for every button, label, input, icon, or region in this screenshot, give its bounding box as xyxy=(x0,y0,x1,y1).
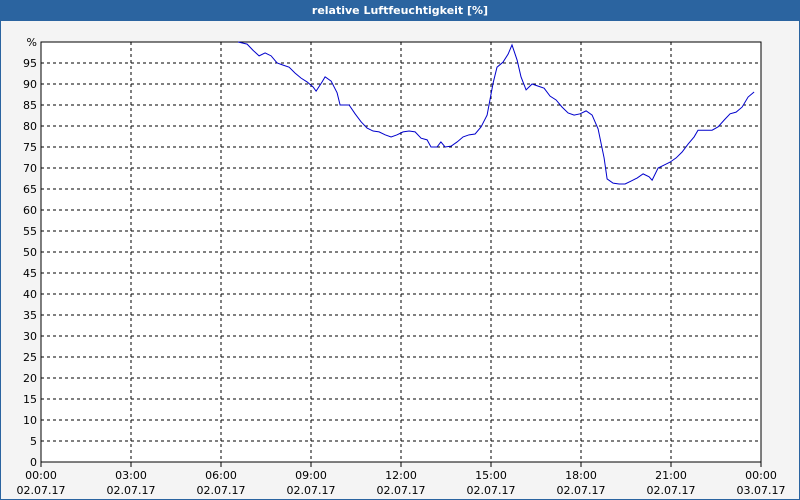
x-tick-label: 21:00 02.07.17 xyxy=(646,469,696,497)
chart-title: relative Luftfeuchtigkeit [%] xyxy=(1,1,799,21)
y-tick-label: 20 xyxy=(23,372,37,385)
y-tick-label: 25 xyxy=(23,351,37,364)
y-tick-label: 15 xyxy=(23,393,37,406)
y-tick-label: 95 xyxy=(23,57,37,70)
y-tick-label: 65 xyxy=(23,183,37,196)
x-tick-label: 18:00 02.07.17 xyxy=(556,469,606,497)
x-tick-label: 06:00 02.07.17 xyxy=(196,469,246,497)
y-tick-label: 35 xyxy=(23,309,37,322)
y-tick-label: % xyxy=(27,36,37,49)
x-tick-label: 15:00 02.07.17 xyxy=(466,469,516,497)
y-tick-label: 55 xyxy=(23,225,37,238)
y-tick-label: 90 xyxy=(23,78,37,91)
x-tick-label: 09:00 02.07.17 xyxy=(286,469,336,497)
x-tick-label: 03:00 02.07.17 xyxy=(106,469,156,497)
y-tick-label: 45 xyxy=(23,267,37,280)
y-tick-label: 70 xyxy=(23,162,37,175)
y-tick-label: 40 xyxy=(23,288,37,301)
y-tick-label: 10 xyxy=(23,414,37,427)
y-tick-label: 30 xyxy=(23,330,37,343)
data-line xyxy=(237,41,755,185)
y-tick-label: 80 xyxy=(23,120,37,133)
x-tick-label: 12:00 02.07.17 xyxy=(376,469,426,497)
plot-border xyxy=(40,41,762,463)
y-tick-label: 50 xyxy=(23,246,37,259)
y-tick-label: 85 xyxy=(23,99,37,112)
x-tick-label: 00:00 02.07.17 xyxy=(16,469,66,497)
y-tick-label: 60 xyxy=(23,204,37,217)
y-tick-label: 5 xyxy=(30,435,37,448)
y-tick-label: 0 xyxy=(30,456,37,469)
y-tick-label: 75 xyxy=(23,141,37,154)
x-tick-label: 00:00 03.07.17 xyxy=(736,469,786,497)
